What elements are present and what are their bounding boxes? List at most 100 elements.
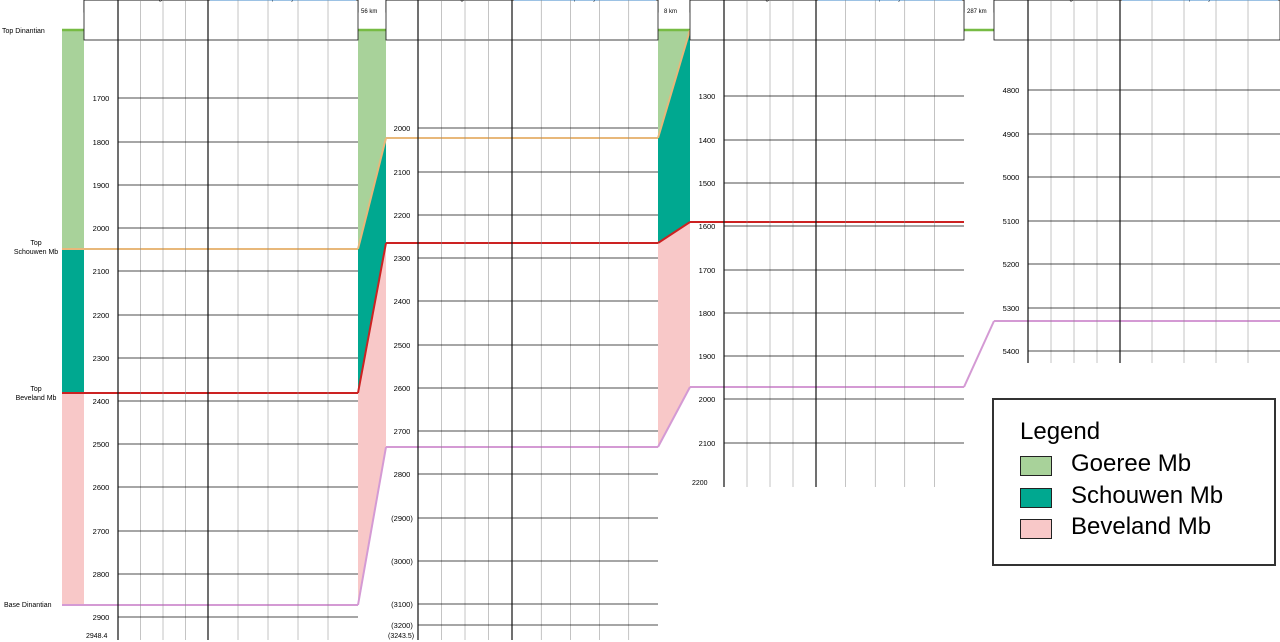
well-panel-1: O18-01 [SSTVD]SSTVD1:6747DT40.00us/ft240… xyxy=(83,0,359,640)
base-dinantian-line-b xyxy=(357,446,387,606)
gr-min: 10.00 xyxy=(419,0,436,2)
depth-tick-label: 2400 xyxy=(394,297,411,306)
gr-min: 10.00 xyxy=(119,0,136,2)
top-beveland-line-b xyxy=(357,242,387,394)
porosity-unit: m3/m3 xyxy=(880,0,900,2)
dt-max: 240.00 xyxy=(1099,0,1119,2)
porosity-max: 0.1000 xyxy=(337,0,357,2)
porosity-name: porosity xyxy=(272,0,296,2)
dt-min: 40.00 xyxy=(119,0,136,2)
phit-min: 0.0000 xyxy=(1121,0,1141,2)
depth-tick-label: 2800 xyxy=(93,570,110,579)
top-beveland-line-d xyxy=(657,221,691,244)
phit-min: 0.0000 xyxy=(513,0,533,2)
depth-tick-label: 2000 xyxy=(93,224,110,233)
phit-max: 0.1000 xyxy=(1259,0,1279,2)
legend-title: Legend xyxy=(1020,418,1101,445)
beveland-fill-left xyxy=(62,393,84,605)
gr-unit: gAPI xyxy=(1069,0,1083,2)
base-dinantian-line-d xyxy=(657,386,691,448)
depth-tick-label: (2900) xyxy=(391,514,413,523)
porosity-marker-icon: ✕ xyxy=(646,0,655,3)
phit-name: PhiT xyxy=(578,0,591,2)
depth-tick-label: 1900 xyxy=(699,352,716,361)
depth-tick-label: 4900 xyxy=(1003,130,1020,139)
phit-unit: m3/m3 xyxy=(575,0,595,2)
track-header xyxy=(385,0,659,41)
phit-max: 0.1000 xyxy=(943,0,963,2)
top-schouwen-line-d xyxy=(657,29,691,139)
dt-min: 40.00 xyxy=(1029,0,1046,2)
porosity-marker-icon: ✕ xyxy=(1268,0,1277,3)
porosity-marker-icon: ✕ xyxy=(516,0,525,3)
porosity-name: porosity xyxy=(574,0,598,2)
depth-tick-label: 2300 xyxy=(93,354,110,363)
dt-unit: us/ft xyxy=(765,0,777,2)
scale-label: 1:6747 xyxy=(692,0,712,2)
depth-tick-label: 2200 xyxy=(93,311,110,320)
depth-tick-label: 2100 xyxy=(93,267,110,276)
schouwen-fill-1 xyxy=(358,138,386,393)
well-panel-3: S05-01 [SSTVD]SSTVD1:6747DT40.00us/ft240… xyxy=(689,0,965,487)
dt-unit: us/ft xyxy=(460,0,472,2)
scale-label: 1:6747 xyxy=(996,0,1016,2)
phit-min: 0.0000 xyxy=(817,0,837,2)
dt-min: 40.00 xyxy=(725,0,742,2)
depth-tick-label: 2600 xyxy=(93,483,110,492)
gr-max: 110.00 xyxy=(1100,0,1120,2)
porosity-min: 0.0000 xyxy=(513,0,533,2)
depth-tick-label: 2500 xyxy=(93,440,110,449)
total-depth-label: (3243.5) xyxy=(388,633,414,640)
depth-tick-label: 2600 xyxy=(394,384,411,393)
base-dinantian-line-f xyxy=(963,320,995,388)
marker-label-top-dinantian: Top Dinantian xyxy=(2,28,45,35)
depth-tick-label: 5100 xyxy=(1003,217,1020,226)
porosity-max: 0.1000 xyxy=(943,0,963,2)
track-header xyxy=(83,0,359,41)
total-depth-label: 2200 xyxy=(692,480,708,487)
depth-tick-label: 2400 xyxy=(93,397,110,406)
phit-min: 0.0000 xyxy=(209,0,229,2)
porosity-marker-icon: ✕ xyxy=(346,0,355,3)
legend-box: Legend Goeree Mb Schouwen Mb Beveland Mb xyxy=(992,398,1276,566)
distance-label-2: 8 km xyxy=(664,9,677,15)
depth-tick-label: 1600 xyxy=(699,222,716,231)
depth-tick-label: 2700 xyxy=(93,527,110,536)
gr-unit: gAPI xyxy=(159,0,173,2)
marker-label-top-schouwen-1: Top xyxy=(30,240,41,247)
porosity-min: 0.0000 xyxy=(817,0,837,2)
marker-label-top-schouwen-2: Schouwen Mb xyxy=(14,249,58,256)
depth-tick-label: 1700 xyxy=(93,94,110,103)
goeree-fill-left xyxy=(62,30,84,249)
total-depth-label: 2948.4 xyxy=(86,633,108,640)
depth-tick-label: 5200 xyxy=(1003,260,1020,269)
depth-tick-label: (3100) xyxy=(391,600,413,609)
scale-label: 1:6747 xyxy=(86,0,106,2)
track-header xyxy=(993,0,1280,41)
depth-tick-label: 5400 xyxy=(1003,347,1020,356)
depth-header-label: SSTVD xyxy=(692,0,714,2)
depth-tick-label: 2300 xyxy=(394,254,411,263)
legend-label-beveland: Beveland Mb xyxy=(1071,513,1212,540)
depth-header-label: SSTVD xyxy=(996,0,1018,2)
legend-swatch-beveland xyxy=(1020,519,1052,539)
legend-label-goeree: Goeree Mb xyxy=(1071,450,1192,477)
porosity-name: porosity xyxy=(1189,0,1213,2)
marker-label-top-beveland-1: Top xyxy=(30,386,41,393)
porosity-min: 0.0000 xyxy=(209,0,229,2)
depth-tick-label: 1300 xyxy=(699,92,716,101)
beveland-fill-1 xyxy=(358,243,386,605)
phit-unit: m3/m3 xyxy=(880,0,900,2)
porosity-marker-icon: ✕ xyxy=(820,0,829,3)
depth-tick-label: 5300 xyxy=(1003,304,1020,313)
phit-name: PhiT xyxy=(1193,0,1206,2)
phit-unit: m3/m3 xyxy=(273,0,293,2)
depth-tick-label: 1800 xyxy=(699,309,716,318)
phit-max: 0.1000 xyxy=(637,0,657,2)
depth-tick-label: 1400 xyxy=(699,136,716,145)
depth-header-label: SSTVD xyxy=(388,0,410,2)
legend-label-schouwen: Schouwen Mb xyxy=(1071,482,1224,509)
depth-tick-label: 2100 xyxy=(699,439,716,448)
depth-tick-label: (3200) xyxy=(391,621,413,630)
